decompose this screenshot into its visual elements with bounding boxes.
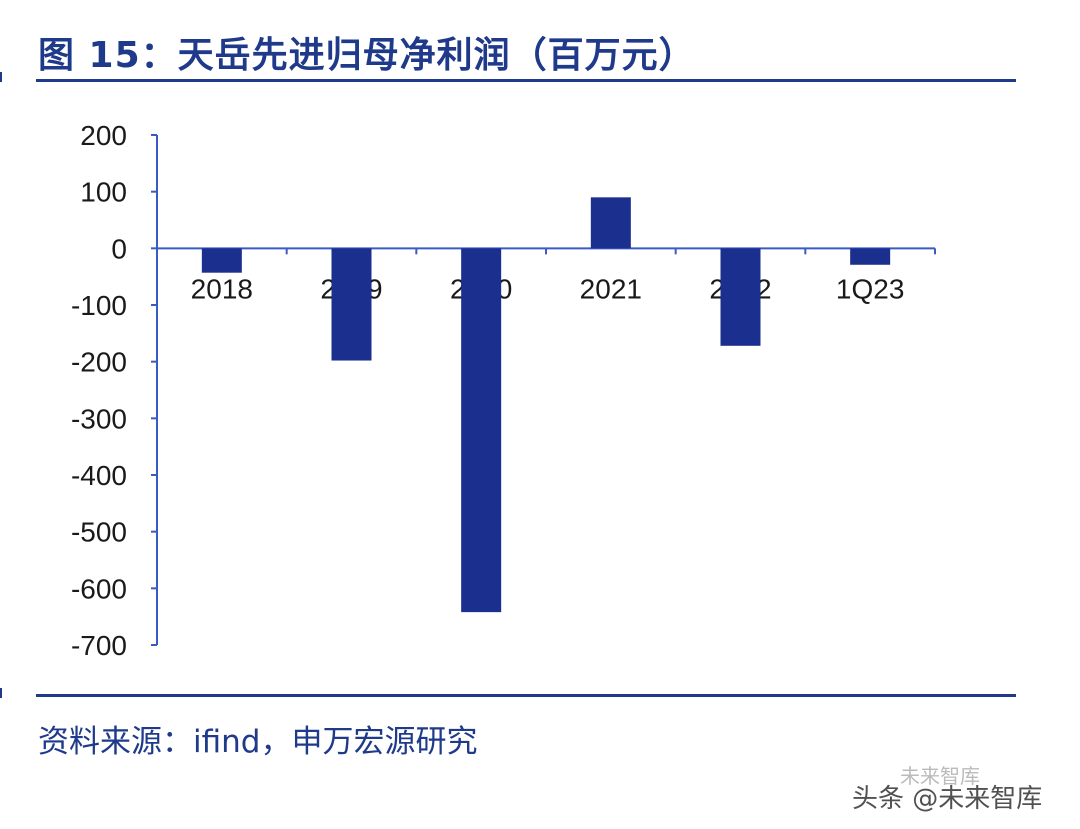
title-divider bbox=[36, 79, 1016, 82]
left-edge-mark-bottom bbox=[0, 688, 2, 698]
bar-1Q23 bbox=[850, 248, 891, 265]
bar-2018 bbox=[201, 248, 242, 273]
y-tick-label: 100 bbox=[80, 177, 127, 208]
y-tick-label: -100 bbox=[71, 290, 127, 321]
x-tick-label: 2021 bbox=[580, 273, 642, 304]
left-edge-mark-top bbox=[0, 72, 2, 82]
y-tick-label: -500 bbox=[71, 517, 127, 548]
y-tick-label: -400 bbox=[71, 460, 127, 491]
chart-title: 图 15：天岳先进归母净利润（百万元） bbox=[38, 35, 696, 76]
source-divider bbox=[36, 694, 1016, 697]
y-tick-label: -700 bbox=[71, 630, 127, 661]
y-tick-label: -200 bbox=[71, 347, 127, 378]
y-tick-label: 0 bbox=[111, 233, 127, 264]
y-tick-label: 200 bbox=[80, 120, 127, 151]
y-tick-label: -600 bbox=[71, 573, 127, 604]
watermark: 头条 @未来智库 bbox=[852, 784, 1043, 814]
watermark-faint: 未来智库 bbox=[900, 764, 980, 788]
x-tick-label: 1Q23 bbox=[836, 273, 905, 304]
x-tick-label: 2018 bbox=[191, 273, 253, 304]
bar-2020 bbox=[461, 248, 502, 613]
y-tick-label: -300 bbox=[71, 403, 127, 434]
bar-2021 bbox=[590, 197, 631, 249]
source-note: 资料来源：ifind，申万宏源研究 bbox=[38, 724, 478, 760]
bar-2022 bbox=[720, 248, 761, 346]
bar-2019 bbox=[331, 248, 372, 361]
